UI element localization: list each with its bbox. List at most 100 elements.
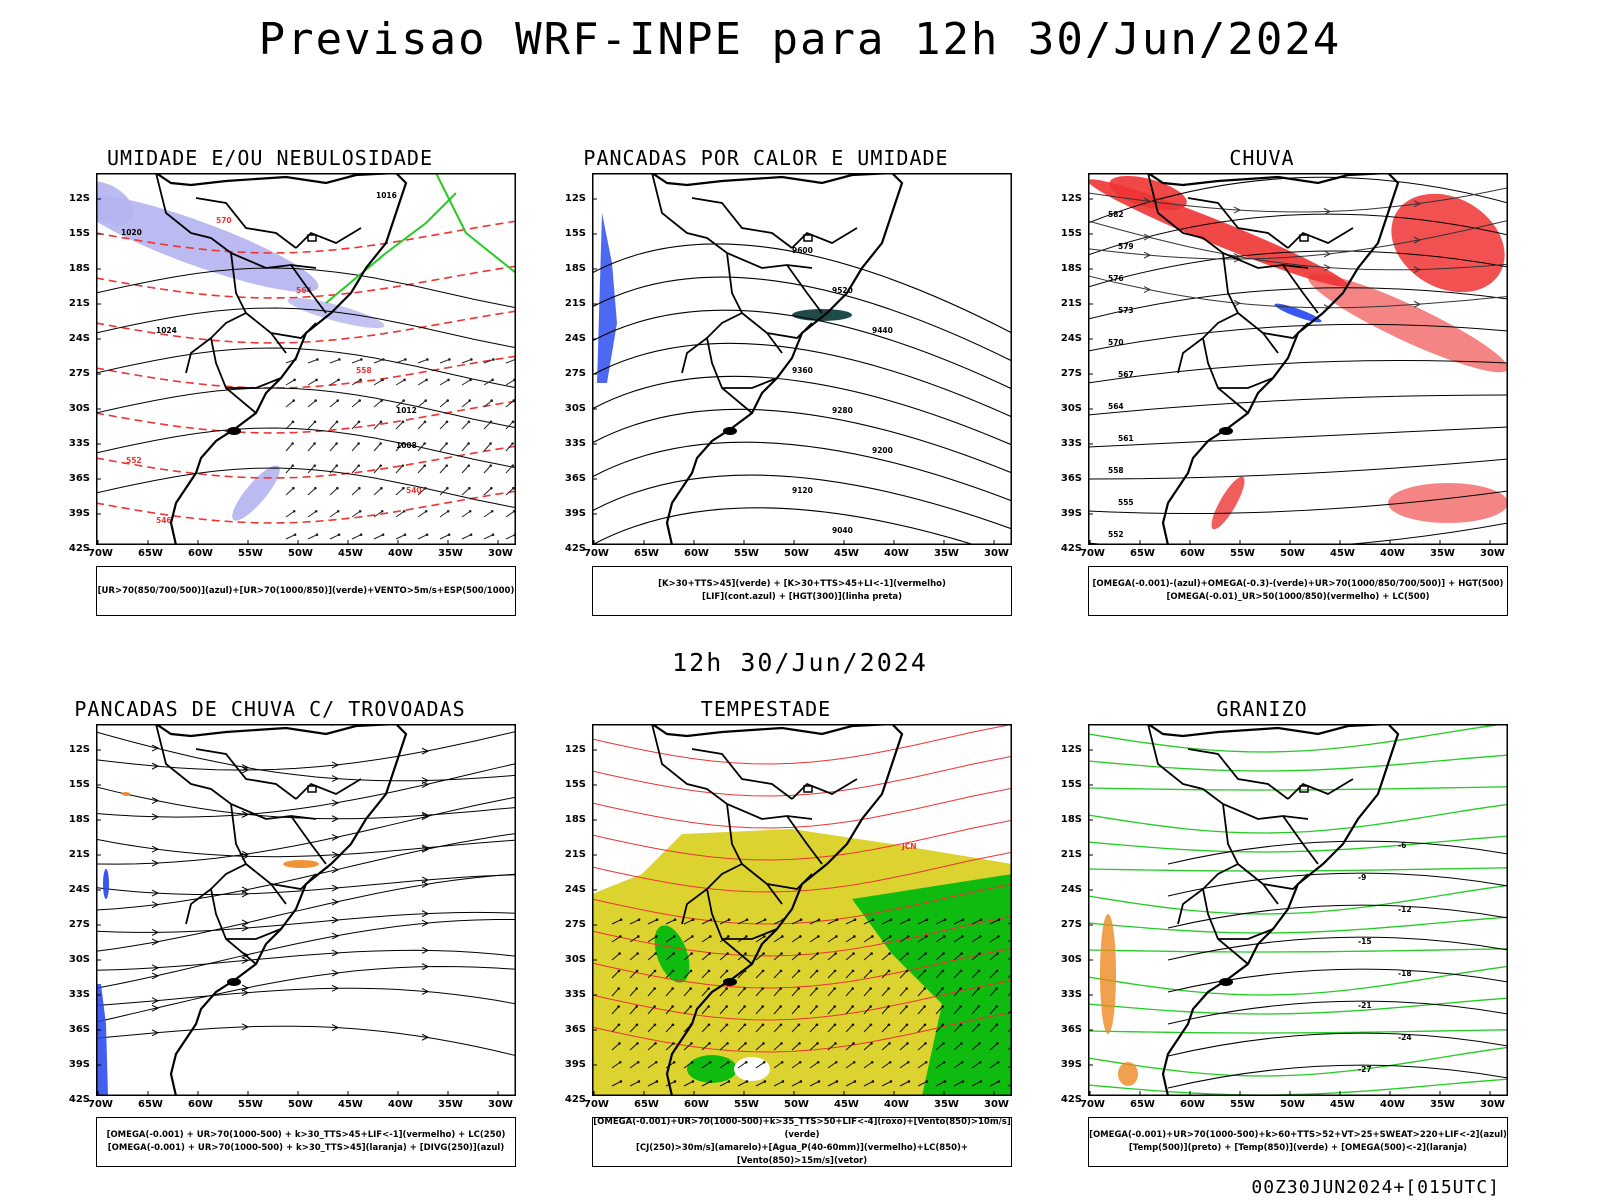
vector-head [637, 918, 641, 921]
contour-label: 9600 [792, 246, 813, 255]
wind-vector [719, 988, 728, 997]
shaded-area [287, 297, 385, 329]
wind-vector [505, 534, 516, 540]
panel-title: PANCADAS POR CALOR E UMIDADE [583, 146, 949, 170]
state-border [1287, 778, 1354, 800]
vector-head [960, 952, 963, 955]
wind-vector [971, 1024, 980, 1033]
vector-head [977, 987, 980, 990]
legend-line: [Temp(500)](preto) + [Temp(850)](verde) … [1128, 1143, 1468, 1153]
wind-vector [373, 379, 383, 386]
vector-head [404, 358, 407, 361]
vector-head [617, 1023, 621, 1027]
wind-vector [935, 988, 944, 997]
lat-tick-label: 30S [68, 403, 90, 414]
wind-vector [647, 1024, 656, 1033]
vector-head [691, 1080, 695, 1083]
contour-line [1088, 948, 1508, 953]
wind-vector [773, 988, 782, 997]
state-border [791, 778, 858, 800]
streamline-arrow [1413, 236, 1422, 244]
wind-vector [701, 1024, 710, 1033]
wind-vector [461, 379, 471, 386]
vector-head [942, 952, 945, 955]
wind-vector [845, 1042, 854, 1051]
state-border [706, 312, 753, 414]
vector-head [313, 442, 316, 445]
lon-tick-label: 50W [288, 1099, 313, 1110]
wind-vector [809, 1080, 820, 1087]
contour-label: -6 [1398, 841, 1406, 850]
vector-head [690, 1060, 694, 1064]
vector-head [425, 378, 428, 382]
vector-head [401, 464, 405, 467]
vector-head [467, 442, 470, 445]
panel-title: GRANIZO [1216, 697, 1308, 721]
vector-head [336, 486, 339, 490]
contour-label: 573 [1118, 306, 1134, 315]
vector-head [316, 358, 319, 361]
vector-head [725, 1005, 728, 1008]
wind-vector [439, 421, 448, 430]
contour-line [1088, 965, 1508, 996]
vector-head [336, 509, 340, 513]
streamline-arrow [241, 956, 250, 964]
streamline-arrow [241, 984, 250, 992]
streamline-arrow [1413, 266, 1422, 273]
lat-tick-label: 24S [1060, 333, 1082, 344]
streamline-arrow [241, 1023, 250, 1031]
wind-vector [863, 1042, 872, 1051]
vector-head [762, 952, 765, 955]
map-layer: JCN [592, 724, 1012, 1096]
wind-vector [611, 919, 622, 925]
wind-vector [683, 1061, 693, 1069]
federal-district [803, 785, 813, 793]
wind-vector [701, 1006, 710, 1015]
wind-vector [329, 534, 340, 540]
lon-tick-label: 60W [684, 1099, 709, 1110]
wind-vector [827, 970, 836, 979]
map-border [1088, 724, 1508, 1096]
vector-head [709, 918, 713, 921]
lat-tick-label: 18S [1060, 263, 1082, 274]
streamline-arrow [331, 799, 340, 807]
vector-head [691, 918, 695, 921]
state-border [1262, 322, 1309, 339]
legend-line: [CJ(250)>30m/s](amarelo)+[Agua_P(40-60mm… [635, 1143, 969, 1166]
vector-head [815, 1005, 818, 1008]
state-border [155, 173, 317, 269]
wind-vector [953, 1042, 962, 1051]
lat-tick-label: 18S [564, 814, 586, 825]
state-border [766, 322, 813, 339]
wind-vector [439, 465, 448, 474]
wind-vector [329, 358, 340, 364]
contour-line [592, 1011, 1012, 1053]
lat-tick-label: 15S [68, 228, 90, 239]
wind-vector [989, 970, 998, 979]
lon-tick-label: 50W [1280, 548, 1305, 559]
wind-vector [755, 1061, 765, 1069]
vector-head [979, 1080, 983, 1083]
vector-head [995, 969, 999, 973]
lon-tick-label: 65W [1130, 1099, 1155, 1110]
vector-head [816, 952, 819, 955]
vector-head [833, 969, 837, 973]
wind-vector [809, 1042, 818, 1051]
streamline-arrow [151, 928, 160, 936]
wind-vector [917, 1042, 926, 1051]
lon-tick-label: 30W [984, 548, 1009, 559]
vector-head [336, 399, 339, 402]
wind850-area [852, 874, 1012, 1096]
vector-head [492, 358, 495, 361]
vector-head [817, 918, 821, 921]
wind-vector [845, 1006, 854, 1015]
vector-head [403, 533, 407, 537]
vector-head [743, 1005, 746, 1008]
vector-head [314, 399, 317, 402]
vector-head [925, 1080, 929, 1083]
vector-head [511, 464, 515, 467]
state-border [210, 312, 257, 414]
vector-head [852, 952, 855, 955]
vector-head [745, 935, 748, 938]
wind-vector [629, 1061, 639, 1069]
